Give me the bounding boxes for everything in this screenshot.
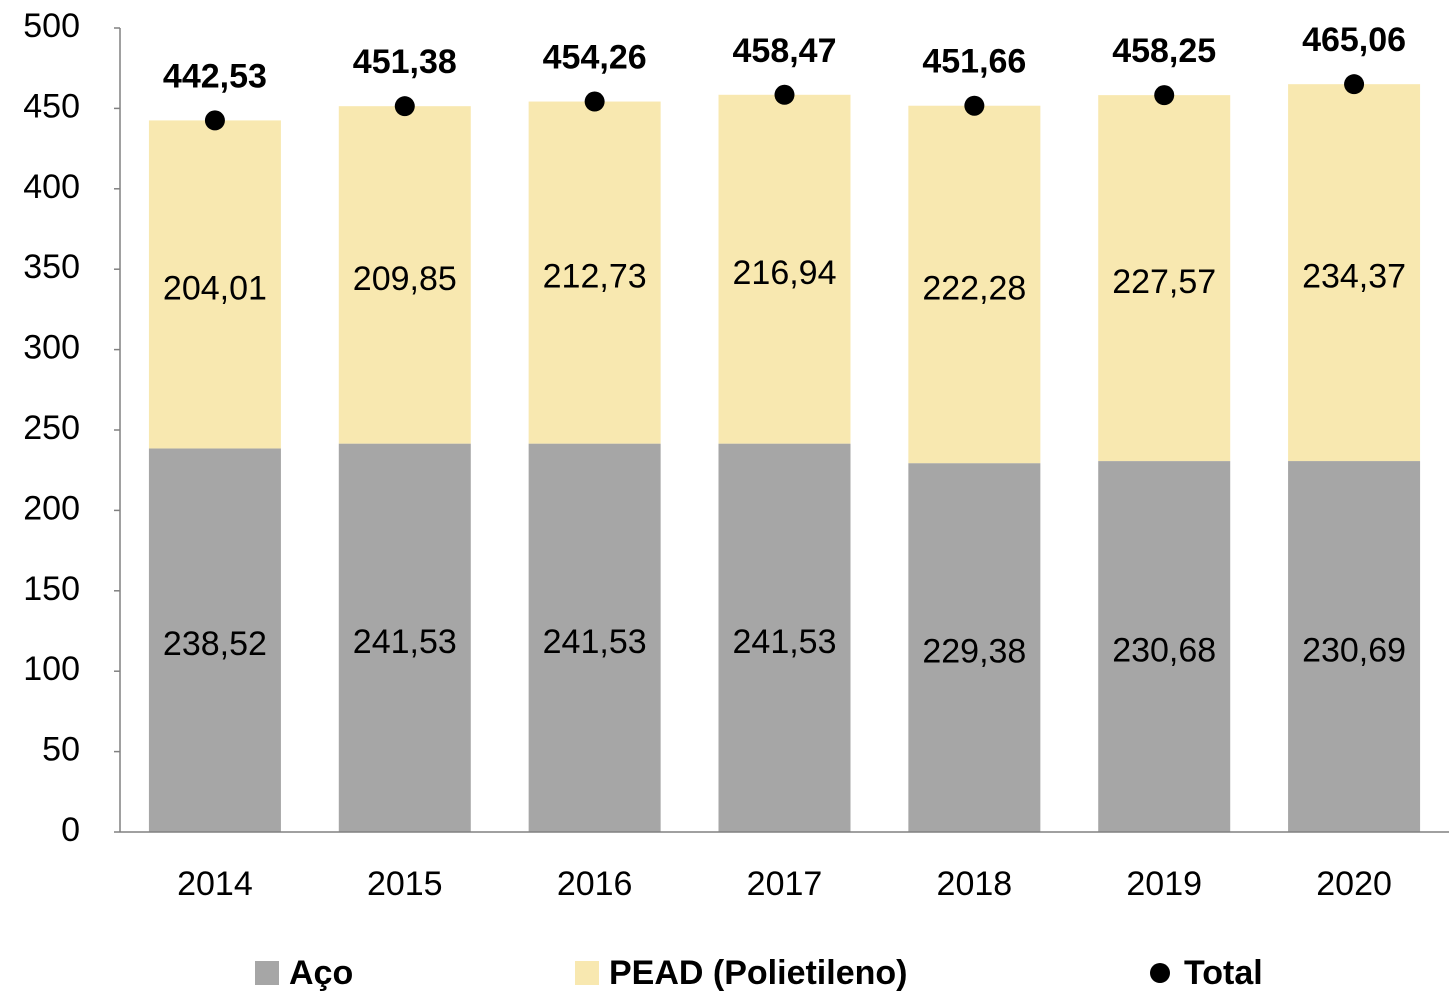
data-label: 227,57 (1112, 263, 1216, 301)
y-tick-label: 500 (23, 7, 80, 45)
total-label: 458,25 (1112, 32, 1216, 70)
bar-segment (908, 105, 1041, 464)
total-label: 451,38 (353, 43, 457, 81)
bar-segment (908, 463, 1041, 832)
x-tick-label: 2015 (367, 865, 443, 903)
total-label: 465,06 (1302, 21, 1406, 59)
x-tick-label: 2018 (937, 865, 1013, 903)
total-dot (584, 91, 605, 112)
data-label: 241,53 (733, 623, 837, 661)
data-label: 222,28 (922, 269, 1026, 307)
total-dot (774, 84, 795, 105)
data-label: 241,53 (543, 623, 647, 661)
y-tick-label: 250 (23, 409, 80, 447)
y-tick-label: 300 (23, 329, 80, 367)
y-tick-label: 150 (23, 570, 80, 608)
total-label: 454,26 (543, 39, 647, 77)
total-label: 451,66 (922, 43, 1026, 81)
bar-segment (528, 443, 661, 832)
bar-segment (338, 106, 471, 444)
bar-segment (718, 443, 851, 832)
legend-label: PEAD (Polietileno) (609, 954, 907, 992)
legend-label: Total (1184, 954, 1263, 992)
y-tick-label: 350 (23, 248, 80, 286)
total-dot (394, 96, 415, 117)
data-label: 241,53 (353, 623, 457, 661)
total-dot (204, 110, 225, 131)
bar-segment (1098, 95, 1231, 462)
y-tick-label: 100 (23, 650, 80, 688)
y-tick-label: 400 (23, 168, 80, 206)
x-tick-label: 2016 (557, 865, 633, 903)
x-tick-label: 2017 (747, 865, 823, 903)
bar-segment (338, 443, 471, 832)
x-tick-label: 2014 (177, 865, 253, 903)
bar-segment (148, 448, 281, 832)
data-label: 230,68 (1112, 632, 1216, 670)
data-label: 216,94 (733, 254, 837, 292)
y-tick-label: 200 (23, 489, 80, 527)
total-dot (1344, 74, 1365, 95)
bar-segment (1288, 461, 1421, 832)
bar-segment (1098, 461, 1231, 832)
data-label: 234,37 (1302, 258, 1406, 296)
data-label: 230,69 (1302, 632, 1406, 670)
legend-swatch (1150, 963, 1170, 983)
bar-segment (528, 101, 661, 444)
total-label: 442,53 (163, 57, 267, 95)
bar-segment (1288, 84, 1421, 462)
data-label: 204,01 (163, 269, 267, 307)
y-tick-label: 450 (23, 87, 80, 125)
total-label: 458,47 (733, 32, 837, 70)
data-label: 229,38 (922, 633, 1026, 671)
legend-swatch (575, 961, 599, 985)
legend-swatch (255, 961, 279, 985)
x-tick-label: 2020 (1316, 865, 1392, 903)
data-label: 212,73 (543, 258, 647, 296)
data-label: 209,85 (353, 260, 457, 298)
bar-segment (148, 120, 281, 449)
legend-label: Aço (289, 954, 353, 992)
total-dot (1154, 85, 1175, 106)
total-dot (964, 95, 985, 116)
data-label: 238,52 (163, 625, 267, 663)
y-tick-label: 50 (42, 731, 80, 769)
y-tick-label: 0 (61, 811, 80, 849)
x-tick-label: 2019 (1126, 865, 1202, 903)
bar-segment (718, 94, 851, 444)
